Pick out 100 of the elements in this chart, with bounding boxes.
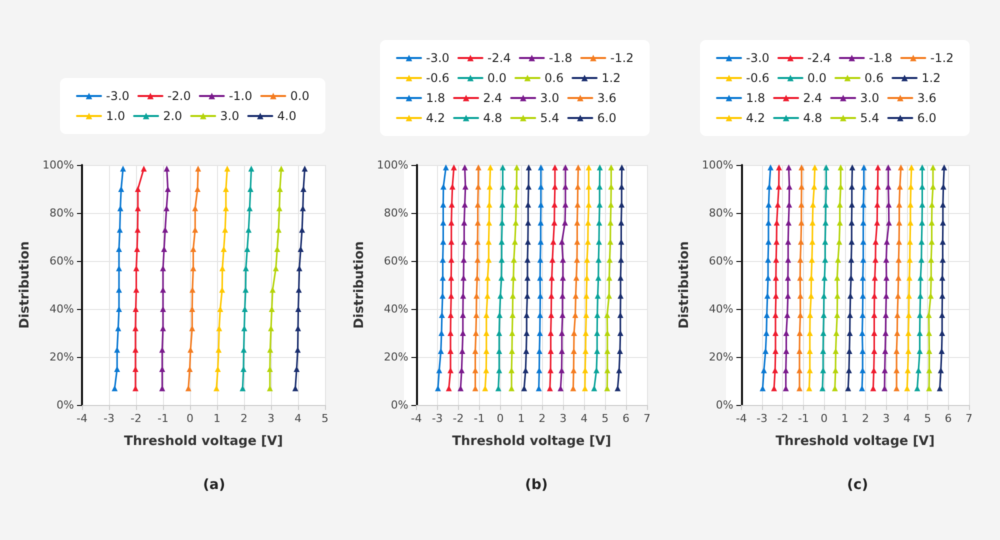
point <box>475 164 482 170</box>
legend-label: 6.0 <box>917 111 936 125</box>
point <box>298 246 304 252</box>
point <box>118 186 124 192</box>
point <box>768 164 774 170</box>
legend-label: 1.0 <box>106 109 126 123</box>
x-tick-label: 3 <box>560 412 567 425</box>
x-tick-label: 5 <box>924 412 932 425</box>
point <box>220 246 227 252</box>
legend-label: 4.8 <box>803 111 822 125</box>
legend-label: 6.0 <box>597 111 616 125</box>
point <box>562 164 568 170</box>
point <box>462 164 468 170</box>
legend-label: -1.2 <box>610 51 634 65</box>
point <box>786 164 792 170</box>
legend-label: -3.0 <box>106 89 130 103</box>
x-tick-label: 1 <box>214 412 220 425</box>
point <box>575 164 582 170</box>
x-tick-label: -3 <box>104 412 114 425</box>
x-tick-label: 7 <box>966 412 972 425</box>
point <box>190 246 196 252</box>
legend-label: 1.8 <box>426 91 446 105</box>
point <box>248 166 254 172</box>
legend-label: 4.2 <box>426 111 446 125</box>
x-tick-label: -1 <box>798 412 809 425</box>
point <box>596 164 603 170</box>
legend-label: 2.0 <box>163 109 182 123</box>
point <box>860 164 867 170</box>
y-axis-title: Distribution <box>677 241 692 329</box>
text: (a) <box>203 477 226 493</box>
point <box>268 306 275 312</box>
point <box>926 312 932 318</box>
point <box>608 164 614 170</box>
x-tick-label: 1 <box>841 412 848 425</box>
text: (b) <box>525 477 548 493</box>
legend-label: -2.4 <box>487 51 511 65</box>
legend-label: 2.4 <box>483 91 502 105</box>
y-tick-label: 100% <box>702 158 734 172</box>
point <box>885 164 892 170</box>
legend-label: 3.6 <box>597 91 616 105</box>
x-tick-label: 3 <box>882 412 890 425</box>
point <box>823 164 830 170</box>
x-tick-label: -2 <box>452 412 464 425</box>
point <box>500 164 506 170</box>
point <box>526 164 532 170</box>
legend-label: -2.4 <box>807 51 831 65</box>
legend-label: 4.8 <box>483 111 502 125</box>
legend-label: 5.4 <box>540 111 560 125</box>
point <box>244 246 250 252</box>
x-axis-title: Threshold voltage [V] <box>776 434 935 449</box>
legend-label: -1.0 <box>228 89 252 103</box>
x-axis-title: Threshold voltage [V] <box>452 434 612 449</box>
legend-label: 3.0 <box>860 91 880 105</box>
y-tick-label: 20% <box>708 350 734 364</box>
point <box>908 164 914 170</box>
legend-label: -3.0 <box>746 51 770 65</box>
x-tick-label: 5 <box>322 412 328 425</box>
point <box>112 385 118 392</box>
y-tick-label: 40% <box>50 302 74 316</box>
point <box>919 164 926 170</box>
y-tick-label: 100% <box>42 158 74 172</box>
legend-label: 3.0 <box>220 109 240 123</box>
legend-label: 3.0 <box>540 91 560 105</box>
point <box>552 164 558 170</box>
point <box>217 306 224 312</box>
point <box>764 312 770 318</box>
point <box>436 367 442 374</box>
legend-label: 0.0 <box>807 71 827 85</box>
point <box>776 164 782 170</box>
x-tick-label: -1 <box>158 412 168 425</box>
x-tick-label: -4 <box>736 412 747 425</box>
point <box>278 166 284 172</box>
legend-label: -1.8 <box>548 51 572 65</box>
y-tick-label: 100% <box>376 158 408 172</box>
y-tick-label: 20% <box>384 350 408 364</box>
point <box>274 246 280 252</box>
legend-label: -1.8 <box>868 51 892 65</box>
point <box>487 164 494 170</box>
x-tick-label: 6 <box>944 412 952 425</box>
x-tick-label: -2 <box>777 412 788 425</box>
point <box>784 312 790 318</box>
legend-label: 0.0 <box>290 89 310 103</box>
y-tick-label: 60% <box>50 254 74 268</box>
legend-label: 0.0 <box>487 71 507 85</box>
point <box>538 164 544 170</box>
y-axis-title: Distribution <box>18 241 33 329</box>
legend-label: -2.0 <box>167 89 191 103</box>
point <box>450 164 457 170</box>
x-tick-label: -1 <box>474 412 485 425</box>
y-tick-label: 80% <box>708 206 734 220</box>
point <box>838 164 844 170</box>
point <box>812 164 818 170</box>
point <box>120 166 126 172</box>
y-tick-label: 40% <box>384 302 408 316</box>
x-tick-label: 4 <box>580 412 588 425</box>
y-tick-label: 0% <box>716 398 734 412</box>
point <box>591 385 598 392</box>
legend-label: -0.6 <box>746 71 770 85</box>
point <box>941 164 948 170</box>
x-tick-label: 0 <box>496 412 504 425</box>
